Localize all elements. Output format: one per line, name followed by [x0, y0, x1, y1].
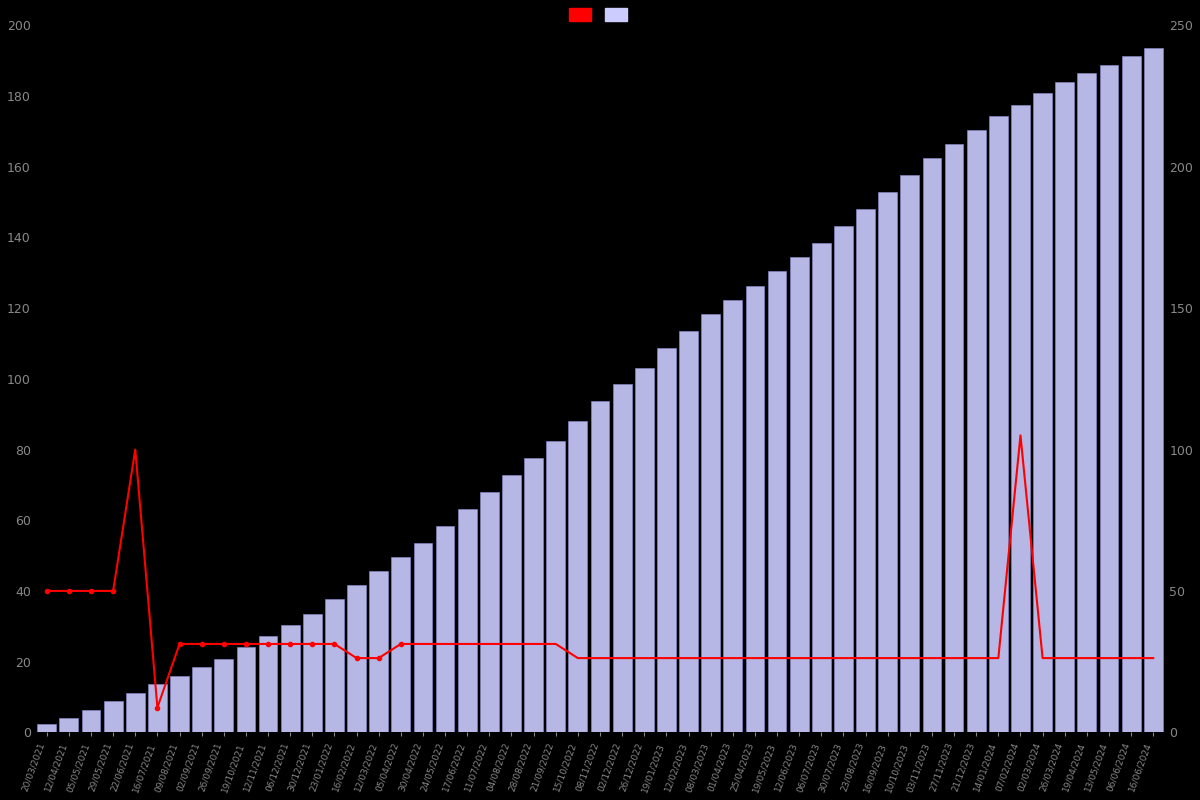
Bar — [436, 526, 455, 732]
Bar — [148, 684, 167, 732]
Bar — [1144, 48, 1163, 732]
Bar — [635, 367, 654, 732]
Bar — [546, 441, 565, 732]
Bar — [923, 158, 941, 732]
Bar — [480, 492, 499, 732]
Bar — [1055, 82, 1074, 732]
Bar — [458, 509, 476, 732]
Bar — [724, 300, 742, 732]
Bar — [656, 348, 676, 732]
Bar — [215, 658, 233, 732]
Bar — [37, 724, 56, 732]
Bar — [856, 209, 875, 732]
Legend: , : , — [564, 3, 636, 27]
Bar — [590, 402, 610, 732]
Bar — [1012, 105, 1030, 732]
Bar — [103, 702, 122, 732]
Bar — [82, 710, 101, 732]
Bar — [370, 571, 388, 732]
Bar — [126, 693, 145, 732]
Bar — [347, 586, 366, 732]
Bar — [944, 144, 964, 732]
Bar — [701, 314, 720, 732]
Bar — [259, 636, 277, 732]
Bar — [236, 647, 256, 732]
Bar — [878, 192, 898, 732]
Bar — [900, 175, 919, 732]
Bar — [192, 667, 211, 732]
Bar — [790, 258, 809, 732]
Bar — [502, 475, 521, 732]
Bar — [569, 422, 587, 732]
Bar — [60, 718, 78, 732]
Bar — [1033, 94, 1052, 732]
Bar — [989, 116, 1008, 732]
Bar — [613, 385, 631, 732]
Bar — [170, 676, 188, 732]
Bar — [302, 614, 322, 732]
Bar — [325, 599, 344, 732]
Bar — [745, 286, 764, 732]
Bar — [524, 458, 544, 732]
Bar — [768, 271, 786, 732]
Bar — [812, 243, 830, 732]
Bar — [1099, 65, 1118, 732]
Bar — [1122, 57, 1140, 732]
Bar — [1078, 74, 1097, 732]
Bar — [834, 226, 853, 732]
Bar — [281, 625, 300, 732]
Bar — [391, 557, 410, 732]
Bar — [679, 330, 698, 732]
Bar — [414, 543, 432, 732]
Bar — [967, 130, 985, 732]
